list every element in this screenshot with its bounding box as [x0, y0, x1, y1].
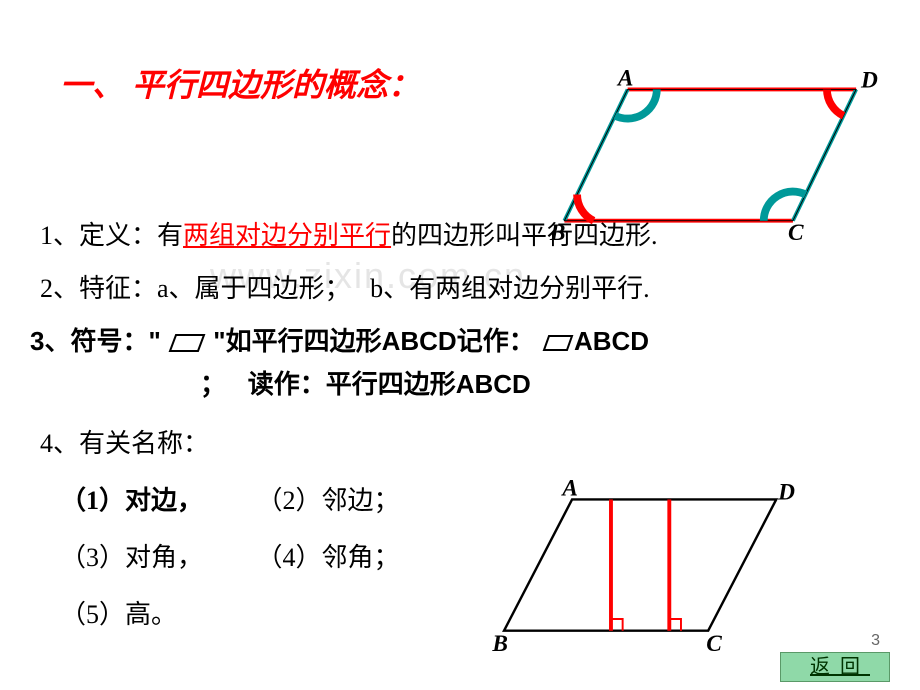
- vertex-b-label: B: [549, 220, 566, 245]
- symbol-line-1: 3、符号：" "如平行四边形ABCD记作： ABCD: [30, 322, 890, 361]
- def-keyword: 两组对边分别平行: [183, 221, 391, 250]
- vertex-c-label: C: [788, 220, 804, 245]
- vertex-a-label: A: [616, 70, 634, 92]
- vertex-d-label-2: D: [777, 480, 795, 505]
- parallelogram-symbol-icon-2: [542, 333, 574, 353]
- page-number: 3: [871, 632, 880, 650]
- back-button[interactable]: 返回: [780, 652, 890, 682]
- vertex-a-label-2: A: [560, 480, 578, 502]
- def-label: 1、定义：: [40, 221, 157, 250]
- vertex-d-label: D: [860, 70, 878, 94]
- vertex-b-label-2: B: [491, 631, 508, 655]
- parallelogram-diagram-1: A D B C: [530, 70, 910, 245]
- feature-line: 2、特征：a、属于四边形； b、有两组对边分别平行.: [40, 269, 890, 308]
- parallelogram-symbol-icon: [168, 332, 206, 354]
- symbol-line-2: ； 读作：平行四边形ABCD: [200, 365, 890, 404]
- names-label-line: 4、有关名称：: [40, 424, 890, 463]
- parallelogram-diagram-2: A D B C: [460, 480, 830, 655]
- vertex-c-label-2: C: [706, 631, 722, 655]
